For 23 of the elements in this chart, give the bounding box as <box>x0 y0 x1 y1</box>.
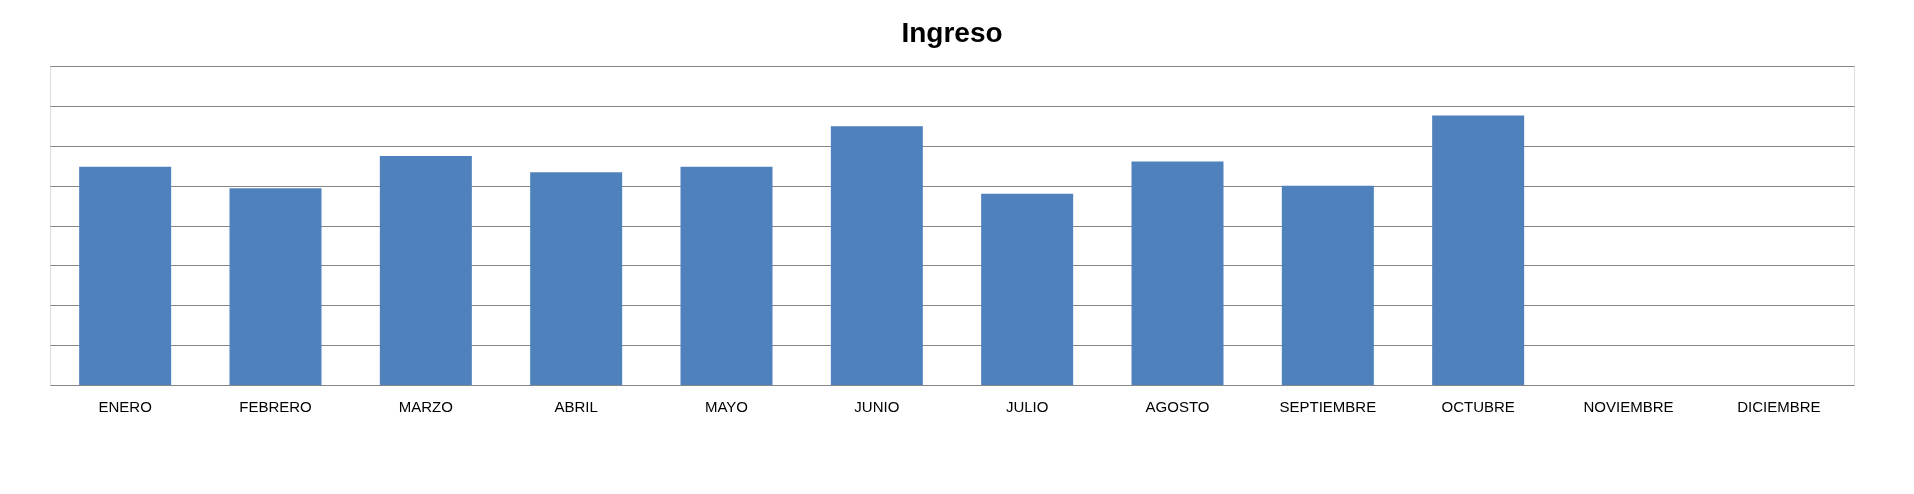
x-tick-label: FEBRERO <box>239 397 312 415</box>
bar <box>830 126 923 385</box>
x-tick-label: MAYO <box>704 397 749 415</box>
bar <box>1131 161 1224 385</box>
x-tick-label: JULIO <box>1005 397 1049 415</box>
bar <box>379 155 472 385</box>
bar <box>1432 115 1525 385</box>
x-tick-label: JUNIO <box>854 397 900 415</box>
x-tick-label: DICIEMBRE <box>1737 397 1821 415</box>
bar <box>680 166 773 385</box>
bar <box>530 172 623 385</box>
x-tick-label: MARZO <box>398 397 453 415</box>
bar <box>79 166 172 385</box>
bar <box>229 188 322 385</box>
x-tick-label: ENERO <box>98 397 152 415</box>
bar <box>981 193 1074 385</box>
x-tick-label: SEPTIEMBRE <box>1279 397 1377 415</box>
x-tick-label: OCTUBRE <box>1441 397 1515 415</box>
bar <box>1281 185 1374 385</box>
x-tick-label: ABRIL <box>554 397 598 415</box>
x-tick-label: NOVIEMBRE <box>1583 397 1674 415</box>
x-tick-label: AGOSTO <box>1145 397 1210 415</box>
chart-title: Ingreso <box>901 17 1003 48</box>
